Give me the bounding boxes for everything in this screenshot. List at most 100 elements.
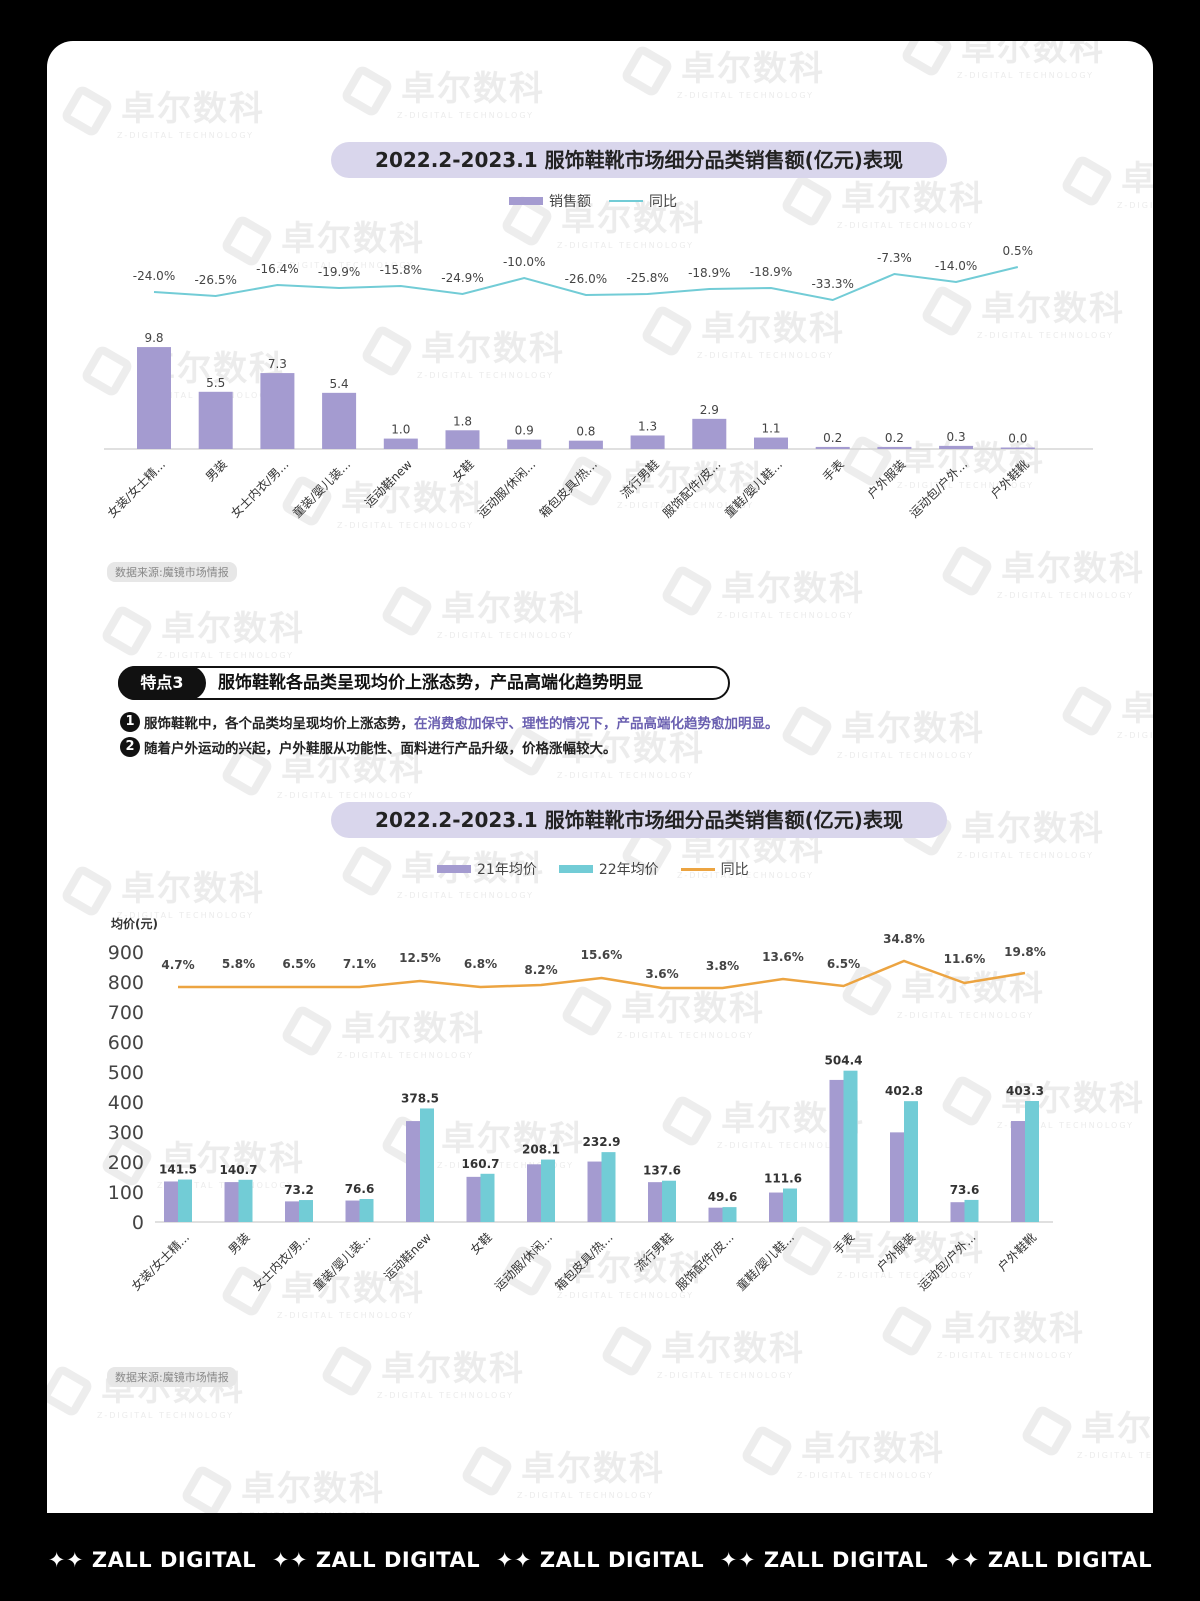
svg-text:0.5%: 0.5% [1003, 244, 1034, 258]
svg-text:400: 400 [108, 1092, 144, 1114]
bar [939, 445, 974, 449]
chart2-plot: 0 100 200 300 400 500 600 700 800 900 141.5 女装/女士精.… [108, 932, 1053, 1294]
bar [383, 438, 418, 449]
svg-text:7.1%: 7.1% [343, 957, 376, 971]
svg-text:378.5: 378.5 [401, 1091, 439, 1105]
number-1-icon: 1 [120, 712, 140, 732]
feature-banner: 特点3 服饰鞋靴各品类呈现均价上涨态势，产品高端化趋势明显 [118, 666, 730, 700]
svg-text:手表: 手表 [831, 1230, 858, 1257]
footer-brand-text: ✦✦ ZALL DIGITAL [271, 1548, 481, 1572]
bar-22 [299, 1200, 313, 1222]
bar [445, 430, 480, 449]
report-card: 卓尔数科 Z-DIGITAL TECHNOLOGY 卓尔数科 Z-DIGITAL TE… [47, 41, 1153, 1513]
svg-text:女装/女士精...: 女装/女士精... [128, 1230, 192, 1294]
bar-22 [420, 1108, 434, 1222]
feature-tag: 特点3 [118, 666, 206, 700]
chart2-legend: 21年均价 22年均价 同比 [437, 859, 749, 879]
svg-text:1.0: 1.0 [391, 423, 410, 437]
svg-text:女士内衣/男...: 女士内衣/男... [249, 1230, 313, 1294]
svg-text:运动服/休闲...: 运动服/休闲... [492, 1230, 555, 1293]
svg-text:箱包皮具/热...: 箱包皮具/热... [552, 1230, 616, 1294]
svg-text:4.7%: 4.7% [161, 958, 194, 972]
svg-text:2.9: 2.9 [700, 403, 719, 417]
bar-22 [359, 1199, 374, 1222]
bar-21 [708, 1207, 723, 1222]
bar-22 [541, 1159, 555, 1222]
bar-21 [950, 1202, 965, 1222]
svg-text:208.1: 208.1 [522, 1143, 560, 1157]
svg-text:女鞋: 女鞋 [467, 1230, 495, 1258]
bar-21 [466, 1176, 481, 1222]
bar-22 [904, 1101, 918, 1222]
svg-text:13.6%: 13.6% [762, 950, 804, 964]
svg-text:34.8%: 34.8% [883, 932, 925, 946]
chart1-source: 数据来源:魔镜市场情报 [107, 562, 237, 582]
svg-text:12.5%: 12.5% [399, 951, 441, 965]
bar-22 [238, 1179, 253, 1222]
svg-text:-33.3%: -33.3% [811, 277, 853, 291]
bar [1000, 447, 1035, 449]
svg-text:200: 200 [108, 1152, 144, 1174]
chart1-legend: 销售额 同比 [509, 191, 677, 211]
svg-text:户外鞋靴: 户外鞋靴 [995, 1230, 1040, 1275]
footer-brand-strip: ✦✦ ZALL DIGITAL ✦✦ ZALL DIGITAL ✦✦ ZALL DI… [0, 1548, 1200, 1572]
svg-text:-18.9%: -18.9% [750, 265, 792, 279]
svg-text:6.8%: 6.8% [464, 957, 497, 971]
svg-text:0: 0 [132, 1212, 144, 1234]
legend-item-21: 21年均价 [437, 859, 537, 879]
svg-text:运动包/户外...: 运动包/户外... [915, 1230, 979, 1294]
bar-21 [769, 1192, 783, 1222]
svg-text:0.9: 0.9 [515, 424, 534, 438]
bar-22 [601, 1152, 616, 1222]
svg-text:-19.9%: -19.9% [318, 265, 360, 279]
svg-text:1.3: 1.3 [638, 419, 657, 433]
legend-item-yoy2: 同比 [680, 859, 749, 879]
bar-22 [722, 1207, 737, 1222]
footer-brand-text: ✦✦ ZALL DIGITAL [719, 1548, 929, 1572]
bar-22 [178, 1179, 192, 1222]
svg-text:402.8: 402.8 [885, 1084, 923, 1098]
legend-swatch-bar [509, 197, 543, 205]
feature-title: 服饰鞋靴各品类呈现均价上涨态势，产品高端化趋势明显 [218, 673, 643, 693]
svg-text:100: 100 [108, 1182, 144, 1204]
svg-text:-26.5%: -26.5% [194, 273, 236, 287]
bar-22 [964, 1199, 979, 1222]
bar-22 [1025, 1101, 1039, 1222]
svg-text:140.7: 140.7 [220, 1163, 258, 1177]
svg-text:运动鞋new: 运动鞋new [381, 1229, 435, 1283]
svg-text:73.2: 73.2 [284, 1183, 314, 1197]
svg-text:111.6: 111.6 [764, 1172, 802, 1186]
svg-text:141.5: 141.5 [159, 1163, 197, 1177]
svg-text:3.6%: 3.6% [645, 967, 678, 981]
svg-text:男装: 男装 [226, 1230, 253, 1257]
feature-point-2: 2 随着户外运动的兴起，户外鞋服从功能性、面料进行产品升级，价格涨幅较大。 [120, 737, 617, 757]
bar-21 [890, 1132, 904, 1222]
bar-21 [285, 1201, 299, 1222]
bar-21 [829, 1079, 844, 1222]
bar-21 [224, 1182, 239, 1222]
svg-text:6.5%: 6.5% [282, 957, 315, 971]
svg-text:-7.3%: -7.3% [877, 251, 912, 265]
svg-text:-10.0%: -10.0% [503, 255, 545, 269]
chart2-title: 2022.2-2023.1 服饰鞋靴市场细分品类销售额(亿元)表现 [331, 802, 947, 838]
bar-22 [843, 1070, 858, 1222]
chart2-source: 数据来源:魔镜市场情报 [107, 1367, 237, 1387]
legend-item-yoy: 同比 [609, 191, 677, 211]
chart1-plot: 9.8女装/女士精...-24.0%5.5男装-26.5%7.3女士内衣/男..… [104, 244, 1093, 521]
bar-22 [662, 1180, 676, 1222]
bar [137, 347, 171, 449]
svg-text:137.6: 137.6 [643, 1164, 681, 1178]
svg-text:700: 700 [108, 1002, 144, 1024]
bar [815, 446, 850, 449]
svg-text:15.6%: 15.6% [581, 948, 623, 962]
svg-text:5.4: 5.4 [330, 377, 349, 391]
svg-text:童鞋/婴儿鞋...: 童鞋/婴儿鞋... [733, 1230, 797, 1294]
svg-text:-18.9%: -18.9% [688, 266, 730, 280]
svg-text:童装/婴儿装...: 童装/婴儿装... [310, 1230, 374, 1294]
bar [260, 373, 295, 449]
svg-text:300: 300 [108, 1122, 144, 1144]
legend-item-22: 22年均价 [558, 859, 659, 879]
svg-text:0.0: 0.0 [1008, 432, 1027, 446]
